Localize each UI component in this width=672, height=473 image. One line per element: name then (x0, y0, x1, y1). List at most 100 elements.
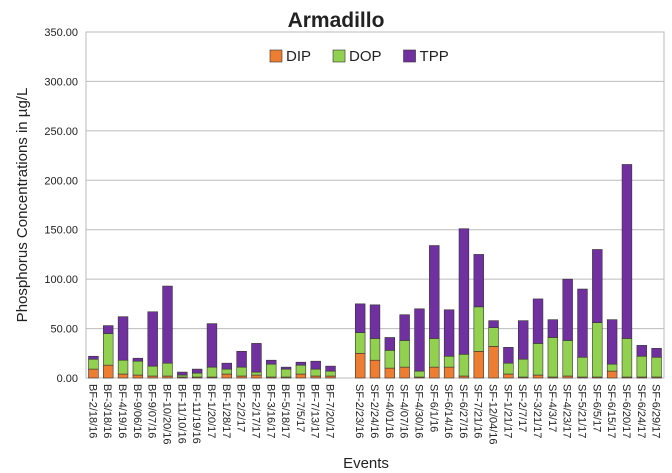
bar-segment (577, 356, 588, 378)
x-tick-label: SF-5/21/17 (575, 384, 587, 438)
bar-segment (88, 368, 99, 379)
bar-segment (443, 309, 455, 357)
x-tick-label: BF-2/17/17 (249, 384, 261, 438)
y-tick-label: 350.00 (44, 27, 78, 39)
bar-segment (206, 323, 218, 368)
bar-segment (295, 364, 307, 375)
bar-segment (177, 371, 188, 376)
x-tick-label: BF-1/20/17 (205, 384, 217, 438)
bar-segment (651, 356, 662, 378)
bar-segment (577, 288, 588, 358)
x-tick-label: BF-9/06/16 (131, 384, 143, 438)
x-tick-label: SF-4/3/17 (546, 384, 558, 432)
bar-segment (280, 366, 292, 370)
bar-segment (651, 348, 662, 358)
x-tick-label: SF-6/14/16 (442, 384, 454, 438)
bar-segment (103, 364, 114, 379)
x-tick-label: SF-6/27/16 (457, 384, 469, 438)
legend-label: DOP (349, 48, 382, 65)
bar-segment (310, 360, 321, 370)
bar-segment (236, 351, 247, 368)
x-tick-label: SF-4/07/16 (398, 384, 410, 438)
bar-segment (532, 374, 544, 379)
legend-swatch (269, 49, 283, 63)
bar-segment (606, 363, 618, 372)
bar-segment (117, 373, 129, 379)
bar-segment (88, 355, 99, 360)
x-tick-label: BF-2/2/17 (235, 384, 247, 432)
bar-segment (621, 164, 633, 339)
x-tick-label: BF-3/16/17 (264, 384, 276, 438)
x-tick-label: SF-6/20/17 (620, 384, 632, 438)
x-tick-label: BF-11/10/16 (175, 384, 187, 444)
x-tick-label: BF-2/18/16 (86, 384, 98, 438)
x-tick-label: BF-10/20/16 (161, 384, 173, 445)
bar-segment (147, 365, 158, 377)
bar-segment (488, 327, 499, 347)
bar-segment (562, 278, 573, 341)
bar-segment (384, 337, 396, 351)
bar-segment (295, 373, 307, 379)
bar-segment (369, 338, 381, 361)
bar-segment (325, 365, 336, 372)
bar-segment (443, 366, 455, 379)
legend-label: DIP (286, 48, 311, 65)
x-tick-label: BF-3/18/16 (101, 384, 113, 438)
bar-segment (132, 357, 144, 362)
x-axis-title: Events (343, 455, 389, 472)
x-tick-label: BF-1/28/17 (220, 384, 232, 438)
bar-segment (251, 371, 262, 376)
bar-segment (206, 366, 218, 378)
x-tick-label: SF-3/21/17 (531, 384, 543, 438)
bar-segment (414, 308, 425, 372)
x-tick-label: SF-2/24/16 (368, 384, 380, 438)
y-tick-label: 150.00 (44, 225, 78, 237)
bar-segment (636, 345, 647, 357)
x-tick-label: BF-4/19/16 (116, 384, 128, 438)
bar-segment (562, 340, 573, 377)
bar-segment (429, 245, 440, 339)
x-tick-label: BF-7/20/17 (324, 384, 336, 438)
x-tick-label: SF-4/01/16 (383, 384, 395, 438)
bar-segment (369, 359, 381, 379)
bar-segment (473, 306, 484, 352)
bar-segment (621, 338, 633, 378)
bar-segment (473, 254, 484, 308)
bar-segment (325, 370, 336, 377)
bar-segment (266, 359, 277, 365)
x-tick-label: BF-7/5/17 (294, 384, 306, 432)
x-tick-label: SF-6/5/17 (590, 384, 602, 432)
y-tick-label: 50.00 (50, 324, 78, 336)
bar-segment (117, 316, 129, 361)
y-tick-label: 300.00 (44, 76, 78, 88)
chart-title: Armadillo (288, 9, 385, 32)
x-tick-label: SF-2/7/17 (516, 384, 528, 432)
bar-segment (221, 373, 232, 379)
bar-segment (592, 322, 603, 378)
bar-segment (147, 311, 158, 367)
x-tick-label: SF-2/23/16 (353, 384, 365, 438)
bar-segment (473, 351, 484, 379)
bar-segment (191, 368, 203, 374)
bar-segment (547, 319, 559, 338)
bar-segment (88, 358, 99, 370)
bar-segment (518, 320, 529, 360)
bar-segment (399, 340, 410, 368)
bar-segment (103, 325, 114, 334)
bar-segment (251, 374, 262, 379)
bar-segment (592, 249, 603, 323)
bar-segment (354, 303, 366, 333)
bar-segment (488, 320, 499, 328)
bar-segment (488, 346, 499, 379)
x-tick-label: BF-11/19/16 (190, 384, 202, 444)
bar-segment (547, 337, 559, 378)
bar-segment (354, 352, 366, 379)
y-tick-label: 0.00 (57, 373, 78, 385)
bar-segment (532, 298, 544, 344)
bar-segment (354, 332, 366, 354)
legend-swatch (332, 49, 346, 63)
x-tick-label: SF-4/23/17 (561, 384, 573, 438)
bar-segment (266, 363, 277, 378)
bar-segment (103, 333, 114, 366)
bar-segment (458, 228, 470, 355)
